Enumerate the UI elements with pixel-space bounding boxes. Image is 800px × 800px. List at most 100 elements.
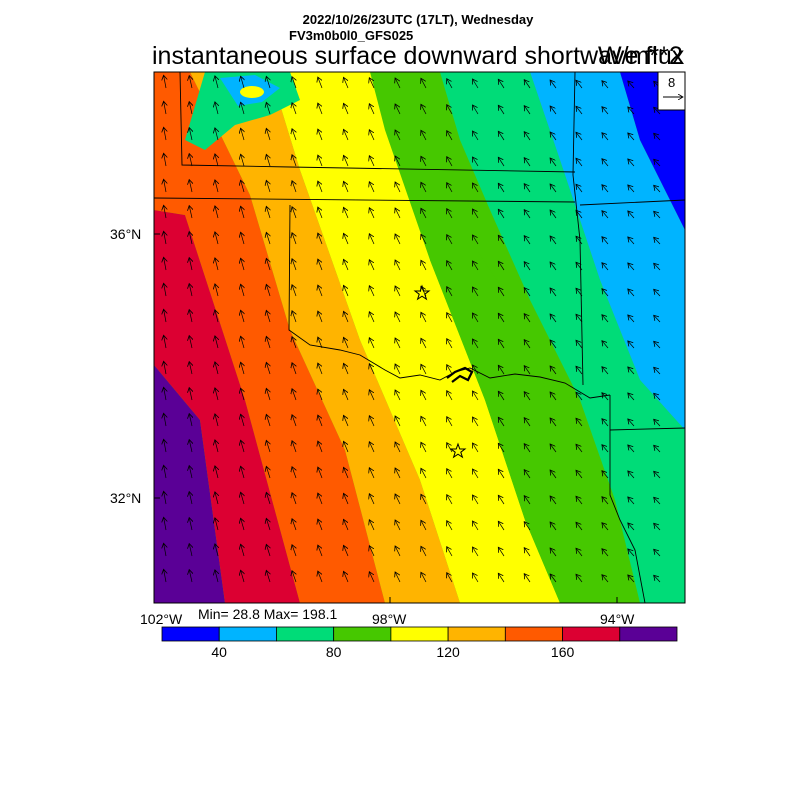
wind-vector-arrow [164,335,166,349]
colorbar-swatch [447,626,506,642]
wind-vector-arrow [421,390,427,401]
colorado-kansas-border [179,72,576,173]
wind-vector-arrow [395,572,401,583]
wind-vector-arrow [498,79,505,89]
wind-vector-arrow [189,128,192,141]
wind-vector-arrow [266,544,270,557]
wind-vector-arrow [292,363,296,375]
wind-vector-arrow [318,311,322,323]
header-datetime: 2022/10/26/23UTC (17LT), Wednesday [302,12,534,27]
wind-vector-arrow [292,285,296,297]
axis-ticks [154,233,618,603]
wind-vector-arrow [241,206,244,219]
wind-vector-arrow [215,414,218,427]
wind-vector-arrow [344,103,349,115]
wind-vector-arrow [654,341,661,349]
wind-vector-arrow [344,155,349,167]
wind-vector-arrow [654,393,661,401]
wind-vector-arrow [318,181,322,193]
wind-vector-arrow [292,311,296,323]
wind-vector-arrow [628,185,635,193]
wind-vector-arrow [369,104,375,115]
wind-vector-arrow [498,209,505,219]
wind-vector-arrow [241,232,244,245]
wind-vector-arrow [602,393,609,401]
wind-vector-arrow [395,234,401,245]
wind-vector-arrow [447,313,453,323]
wind-vector-arrow [189,206,192,219]
wind-vector-arrow [215,180,218,193]
wind-vector-arrow [421,182,427,193]
star-marker-north [413,284,431,301]
wind-vector-arrow [654,185,661,193]
wind-vector-arrow [498,105,505,115]
wind-vector-arrow [576,366,583,375]
wind-vector-arrow [369,260,375,271]
wind-vector-arrow [628,367,635,375]
wind-vector-arrow [344,571,349,583]
wind-vector-arrow [292,207,296,219]
header-model-name: FV3m0b0l0_GFS025 [289,28,414,43]
wind-vector-arrow [473,443,479,453]
wind-vector-arrow [524,184,531,193]
wind-vector-arrow [395,546,401,557]
wind-vector-arrow [292,181,296,193]
wind-vector-arrow [266,362,270,375]
wind-vector-arrow [164,231,166,245]
wind-vector-arrow [421,572,427,583]
wind-vector-arrow [576,418,583,427]
wind-vector-arrow [421,468,427,479]
wind-vector-arrow [164,205,166,219]
wind-vector-arrow [550,366,557,375]
wind-vector-arrow [473,339,479,349]
wind-vector-arrow [344,77,349,89]
wind-vector-arrow [292,77,296,89]
wind-vector-arrow [602,341,609,349]
wind-vector-arrow [550,262,557,271]
wind-vector-arrow [215,258,218,271]
wind-vector-arrow [344,233,349,245]
wind-vector-arrow [241,518,244,531]
wind-vector-arrow [421,208,427,219]
wind-vector-arrow [344,389,349,401]
wind-vector-arrow [318,545,322,557]
wind-vectors [164,75,661,583]
wind-vector-arrow [473,417,479,427]
wind-vector-arrow [602,263,609,271]
wind-vector-arrow [164,439,166,453]
wind-vector-arrow [602,81,609,89]
wind-vector-arrow [395,390,401,401]
wind-vector-arrow [524,366,531,375]
wind-vector-arrow [395,416,401,427]
wind-vector-arrow [395,338,401,349]
wind-vector-arrow [524,210,531,219]
wind-vector-arrow [266,154,270,167]
wind-vector-arrow [395,468,401,479]
wind-vector-arrow [241,544,244,557]
wind-vector-arrow [395,260,401,271]
wind-vector-arrow [189,544,192,557]
wind-vector-arrow [318,363,322,375]
wind-vector-arrow [550,314,557,323]
wind-vector-arrow [576,106,583,115]
wind-vector-arrow [292,103,296,115]
wind-vector-arrow [241,466,244,479]
wind-vector-arrow [421,156,427,167]
wind-vector-arrow [369,234,375,245]
wind-vector-arrow [447,105,453,115]
wind-vector-arrow [369,78,375,89]
wind-vector-arrow [550,132,557,141]
wind-vector-arrow [550,340,557,349]
wind-vector-arrow [602,315,609,323]
wind-vector-arrow [550,236,557,245]
wind-vector-arrow [421,442,427,453]
wind-vector-arrow [473,365,479,375]
wind-vector-arrow [498,313,505,323]
wind-vector-arrow [189,466,192,479]
wind-vector-arrow [369,468,375,479]
wind-vector-arrow [395,520,401,531]
wind-vector-arrow [241,310,244,323]
wind-vector-arrow [241,388,244,401]
wind-vector-arrow [189,388,192,401]
wind-vector-arrow [189,258,192,271]
